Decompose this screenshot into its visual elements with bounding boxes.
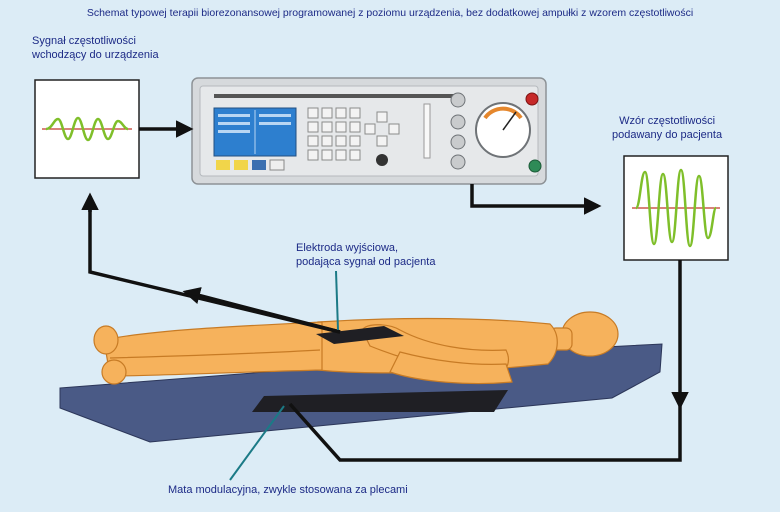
bioresonance-device [191, 77, 547, 185]
diagram-title: Schemat typowej terapii biorezonansowej … [86, 7, 694, 19]
output-wave [634, 168, 718, 248]
output-electrode [316, 326, 404, 344]
input-signal-label: Sygnał częstotliwości wchodzący do urząd… [32, 34, 159, 62]
electrode-label-line1: Elektroda wyjściowa, [296, 242, 399, 254]
mat-electrode-pad [252, 390, 508, 412]
device-keypad [307, 107, 361, 161]
output-waveform-box [623, 155, 729, 261]
mat-pointer [229, 405, 285, 481]
output-pattern-label-line1: Wzór częstotliwości [619, 115, 716, 127]
mat-return-line [288, 402, 682, 462]
signal-flow-lines [88, 120, 689, 462]
patient-body [93, 311, 619, 385]
input-signal-label-line1: Sygnał częstotliwości [32, 35, 136, 47]
device-knobs [450, 92, 466, 170]
input-waveform-box [34, 79, 140, 179]
corner-to-input-line [88, 200, 341, 334]
device-direction-pad [364, 111, 400, 147]
output-pattern-label: Wzór częstotliwości podawany do pacjenta [612, 114, 722, 142]
electrode-label: Elektroda wyjściowa, podająca sygnał od … [296, 241, 435, 269]
device-to-output-line [470, 184, 602, 215]
device-power-button [525, 92, 539, 106]
electrode-pointer [335, 270, 339, 331]
input-signal-label-line2: wchodzący do urządzenia [32, 49, 159, 61]
mat-label: Mata modulacyjna, zwykle stosowana za pl… [168, 484, 408, 496]
input-wave [45, 116, 129, 142]
electrode-label-line2: podająca sygnał od pacjenta [296, 256, 436, 268]
output-pattern-label-line2: podawany do pacjenta [612, 129, 723, 141]
